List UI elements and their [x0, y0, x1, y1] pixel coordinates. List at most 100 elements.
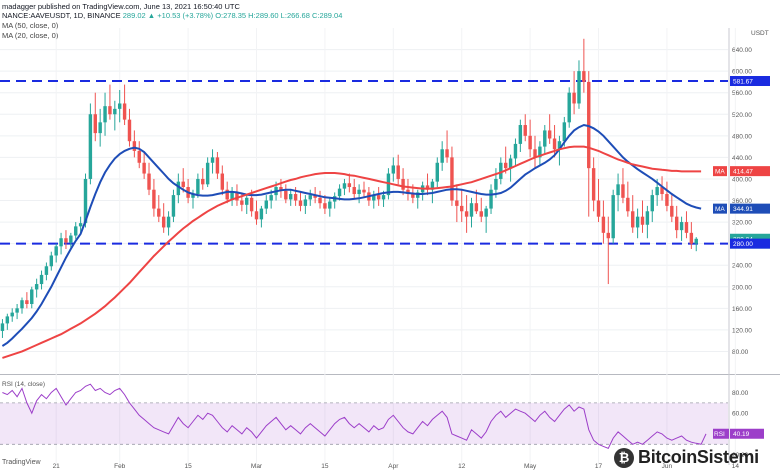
candle-body: [113, 108, 117, 115]
candle: [460, 189, 464, 223]
candle-body: [474, 203, 479, 212]
candle-body: [176, 181, 181, 196]
candle: [25, 292, 29, 309]
candle-body: [499, 162, 503, 179]
candle-body: [557, 141, 562, 150]
candle-body: [161, 216, 166, 228]
symbol-ohlc-line: NANCE:AAVEUSDT, 1D, BINANCE 289.02 ▲ +10…: [2, 11, 342, 20]
candle-body: [103, 106, 107, 123]
ohlc-values: 289.02 ▲ +10.53 (+3.78%) O:278.35 H:289.…: [122, 11, 343, 20]
candle-body: [308, 195, 312, 200]
candle: [103, 92, 107, 136]
price-badge-bg: [730, 238, 770, 249]
candle-body: [591, 168, 596, 201]
candle-body: [132, 141, 137, 151]
candle-body: [425, 185, 430, 190]
ma-tag-label: MA: [715, 206, 725, 213]
ma50-legend[interactable]: MA (50, close, 0): [2, 21, 59, 30]
candle-body: [635, 216, 640, 228]
candle-body: [313, 195, 317, 198]
price-badge: 581.67: [730, 76, 770, 87]
candle-body: [508, 158, 513, 169]
candle-body: [328, 201, 332, 209]
candle: [645, 205, 650, 239]
candle: [430, 178, 435, 204]
time-tick-label: Feb: [114, 463, 126, 470]
symbol-label: NANCE:AAVEUSDT, 1D, BINANCE: [2, 11, 121, 20]
candle: [352, 178, 356, 200]
candle: [78, 216, 83, 233]
candle-body: [88, 114, 93, 179]
candle: [347, 173, 352, 193]
candle-body: [567, 92, 571, 123]
candle: [528, 119, 532, 158]
candle: [396, 154, 400, 185]
candle-body: [650, 195, 654, 212]
candle: [631, 195, 635, 233]
candle-body: [587, 81, 591, 169]
candle-body: [460, 205, 464, 212]
candle: [176, 173, 181, 204]
candle: [582, 38, 586, 93]
candle-body: [249, 197, 254, 212]
candle-body: [406, 189, 410, 195]
candle-body: [386, 173, 391, 196]
currency-label: USDT: [751, 30, 769, 37]
time-tick-label: Mar: [251, 463, 263, 470]
candle: [694, 237, 698, 252]
candle-body: [494, 178, 498, 190]
candle-body: [127, 119, 132, 142]
candle-body: [631, 211, 635, 228]
price-tick-label: 600.00: [732, 69, 752, 76]
candle-body: [240, 200, 244, 205]
candle-body: [518, 125, 523, 144]
candle: [420, 181, 425, 201]
candle: [108, 84, 112, 120]
candle: [455, 184, 459, 223]
candle: [572, 71, 576, 115]
candle: [157, 195, 161, 223]
candle: [318, 190, 322, 209]
ma-tag: MA: [713, 166, 727, 177]
candle: [621, 168, 625, 204]
candle-body: [44, 266, 49, 275]
candle: [650, 189, 654, 223]
price-badge-label: 414.47: [733, 169, 753, 176]
candle: [591, 157, 596, 212]
candle-body: [147, 173, 151, 190]
candle-body: [479, 211, 483, 217]
candle: [64, 230, 68, 250]
price-tick-label: 200.00: [732, 284, 752, 291]
ma20-legend[interactable]: MA (20, close, 0): [2, 31, 59, 40]
candle-body: [689, 232, 694, 244]
candle-body: [484, 208, 488, 217]
candle-body: [74, 226, 78, 236]
candle-body: [372, 195, 376, 201]
candle: [547, 114, 552, 144]
price-tick-label: 160.00: [732, 306, 752, 313]
candle-body: [181, 181, 185, 188]
ma-tag: MA: [713, 203, 727, 214]
candle-body: [20, 300, 24, 309]
time-tick-label: Jun: [662, 463, 673, 470]
candle: [489, 184, 493, 214]
candle: [166, 211, 171, 236]
candle: [601, 200, 606, 244]
candle-body: [411, 194, 415, 198]
candle-body: [572, 92, 576, 104]
candle-body: [93, 114, 97, 134]
candle: [606, 216, 611, 285]
candle-body: [606, 232, 611, 239]
candle-body: [347, 183, 352, 188]
time-tick-label: 15: [184, 463, 192, 470]
candle: [74, 222, 78, 240]
candle: [684, 211, 689, 239]
candle-body: [254, 211, 259, 220]
candle-body: [621, 184, 625, 198]
candle: [122, 84, 127, 126]
candle-body: [362, 189, 366, 193]
price-tick-label: 120.00: [732, 327, 752, 334]
candle: [284, 184, 288, 204]
candle-body: [269, 195, 273, 201]
